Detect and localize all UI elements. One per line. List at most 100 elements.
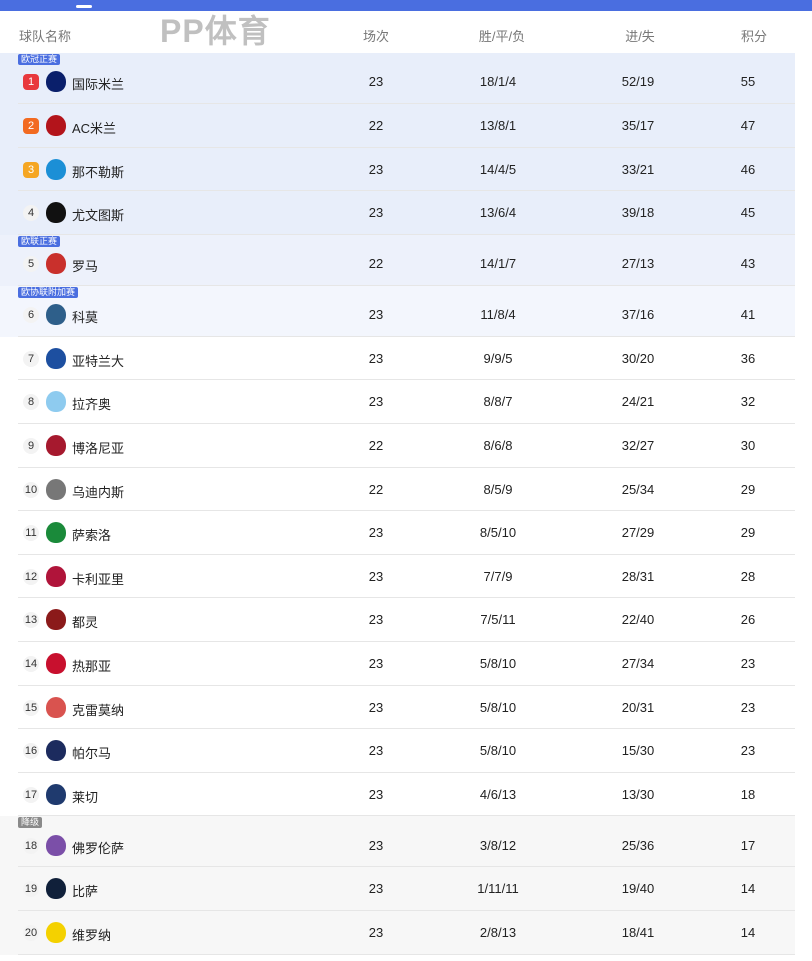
team-name[interactable]: 那不勒斯 <box>72 164 125 180</box>
wdl: 14/1/7 <box>479 256 517 272</box>
goals: 20/31 <box>621 699 655 715</box>
wdl: 13/8/1 <box>479 118 517 133</box>
team-name[interactable]: 国际米兰 <box>72 77 125 93</box>
goals: 28/31 <box>621 568 655 584</box>
goals: 27/13 <box>621 256 655 272</box>
games: 23 <box>368 350 384 366</box>
games: 23 <box>368 307 384 323</box>
team-name[interactable]: 佛罗伦萨 <box>72 840 125 856</box>
team-name[interactable]: AC米兰 <box>72 121 117 136</box>
table-row[interactable]: 4 尤文图斯 23 13/6/4 39/18 45 <box>0 191 795 235</box>
rank: 12 <box>23 568 39 585</box>
team-name[interactable]: 乌迪内斯 <box>72 484 125 500</box>
table-row[interactable]: 17 莱切 23 4/6/13 13/30 18 <box>0 773 795 817</box>
games: 23 <box>368 394 384 410</box>
table-row[interactable]: 19 比萨 23 1/11/11 19/40 14 <box>0 867 795 911</box>
team-name[interactable]: 亚特兰大 <box>72 353 125 369</box>
points: 29 <box>740 525 756 541</box>
row-divider <box>18 233 795 235</box>
goals: 27/29 <box>621 525 655 541</box>
goals: 22/40 <box>621 612 655 628</box>
wdl: 7/5/11 <box>480 612 516 628</box>
table-row[interactable]: 2 AC米兰 22 13/8/1 35/17 47 <box>0 104 795 148</box>
team-crest-icon <box>46 878 66 900</box>
team-name[interactable]: 卡利亚里 <box>72 571 125 587</box>
team-name[interactable]: 克雷莫纳 <box>72 702 125 718</box>
table-row[interactable]: 10 乌迪内斯 22 8/5/9 25/34 29 <box>0 468 795 512</box>
team-name[interactable]: 帕尔马 <box>72 746 112 762</box>
table-row[interactable]: 8 拉齐奥 23 8/8/7 24/21 32 <box>0 380 795 424</box>
team-crest-icon <box>46 71 66 93</box>
goals: 25/36 <box>621 837 655 853</box>
table-row[interactable]: 7 亚特兰大 23 9/9/5 30/20 36 <box>0 337 795 381</box>
row-divider <box>18 597 795 599</box>
table-row[interactable]: 3 那不勒斯 23 14/4/5 33/21 46 <box>0 147 795 192</box>
team-name[interactable]: 热那亚 <box>72 658 112 674</box>
table-row[interactable]: 16 帕尔马 23 5/8/10 15/30 23 <box>0 729 795 773</box>
goals: 39/18 <box>621 205 655 221</box>
header-goals: 进/失 <box>625 29 655 44</box>
wdl: 9/9/5 <box>483 350 513 366</box>
team-name[interactable]: 科莫 <box>72 310 99 326</box>
rank: 11 <box>23 525 39 542</box>
table-row[interactable]: 降级 18 佛罗伦萨 23 3/8/12 25/36 17 <box>0 816 795 868</box>
goals: 52/19 <box>621 74 655 90</box>
wdl: 18/1/4 <box>479 74 517 90</box>
row-divider <box>18 771 795 773</box>
team-crest-icon <box>46 304 66 326</box>
points: 17 <box>740 837 756 853</box>
goals: 19/40 <box>621 881 655 897</box>
table-row[interactable]: 11 萨索洛 23 8/5/10 27/29 29 <box>0 511 795 555</box>
team-name[interactable]: 拉齐奥 <box>72 397 112 413</box>
row-divider <box>18 379 795 381</box>
games: 23 <box>368 525 384 541</box>
row-divider <box>18 284 795 286</box>
wdl: 5/8/10 <box>479 655 517 671</box>
table-row[interactable]: 欧冠正赛 1 国际米兰 23 18/1/4 52/19 55 <box>0 53 795 104</box>
zone-badge: 降级 <box>18 817 43 829</box>
header-points: 积分 <box>740 29 768 44</box>
rank: 14 <box>23 655 39 672</box>
points: 23 <box>740 743 756 759</box>
wdl: 7/7/9 <box>483 568 513 584</box>
team-crest-icon <box>46 347 66 369</box>
goals: 24/21 <box>621 394 655 410</box>
table-row[interactable]: 13 都灵 23 7/5/11 22/40 26 <box>0 598 795 642</box>
games: 22 <box>368 437 384 453</box>
team-name[interactable]: 比萨 <box>72 884 99 900</box>
table-row[interactable]: 14 热那亚 23 5/8/10 27/34 23 <box>0 642 795 686</box>
team-name[interactable]: 罗马 <box>72 259 99 275</box>
table-row[interactable]: 9 博洛尼亚 22 8/6/8 32/27 30 <box>0 424 795 468</box>
points: 23 <box>740 699 756 715</box>
rank: 10 <box>23 481 39 498</box>
rank: 19 <box>23 881 39 898</box>
team-name[interactable]: 莱切 <box>72 789 99 805</box>
table-row[interactable]: 20 维罗纳 23 2/8/13 18/41 14 <box>0 910 795 955</box>
wdl: 14/4/5 <box>479 161 517 177</box>
team-name[interactable]: 尤文图斯 <box>72 208 125 224</box>
table-row[interactable]: 欧联正赛 5 罗马 22 14/1/7 27/13 43 <box>0 234 795 286</box>
team-name[interactable]: 都灵 <box>72 615 99 631</box>
goals: 15/30 <box>621 743 655 759</box>
team-crest-icon <box>46 609 66 631</box>
table-row[interactable]: 12 卡利亚里 23 7/7/9 28/31 28 <box>0 555 795 599</box>
games: 23 <box>368 161 384 177</box>
team-name[interactable]: 维罗纳 <box>72 927 112 943</box>
team-crest-icon <box>46 783 66 805</box>
team-name[interactable]: 萨索洛 <box>72 528 112 544</box>
wdl: 8/5/10 <box>479 525 517 541</box>
table-row[interactable]: 15 克雷莫纳 23 5/8/10 20/31 23 <box>0 686 795 730</box>
header-team: 球队名称 <box>19 29 72 44</box>
team-name[interactable]: 博洛尼亚 <box>72 440 125 456</box>
points: 30 <box>740 437 756 453</box>
table-row[interactable]: 欧协联附加赛 6 科莫 23 11/8/4 37/16 41 <box>0 285 795 337</box>
goals: 27/34 <box>621 655 655 671</box>
team-crest-icon <box>46 434 66 456</box>
team-crest-icon <box>46 565 66 587</box>
wdl: 13/6/4 <box>479 205 517 221</box>
games: 22 <box>368 481 384 497</box>
rank: 4 <box>23 205 39 222</box>
wdl: 8/5/9 <box>483 481 513 497</box>
goals: 33/21 <box>621 161 655 177</box>
zone-badge: 欧冠正赛 <box>18 54 61 65</box>
